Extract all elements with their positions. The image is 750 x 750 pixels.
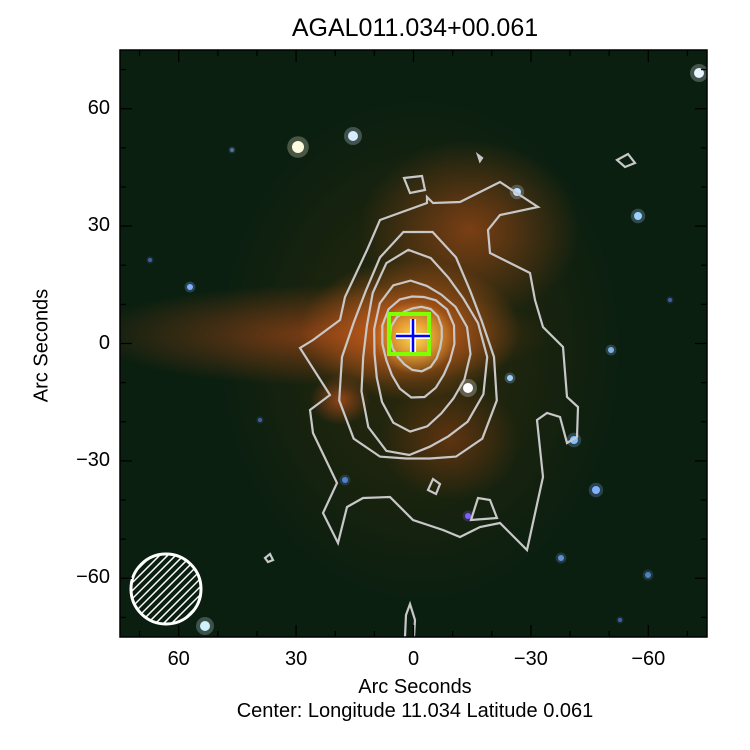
center-coordinates: Center: Longitude 11.034 Latitude 0.061 <box>236 700 594 722</box>
y-tick-label: −30 <box>76 448 110 471</box>
star <box>668 298 672 302</box>
contour-level-1 <box>298 180 580 553</box>
star <box>465 513 471 519</box>
hatch-line <box>147 554 201 624</box>
contour-island <box>402 174 427 195</box>
y-tick-label: 0 <box>98 331 110 354</box>
x-tick-label: −30 <box>513 648 548 670</box>
beam-circle <box>129 552 203 626</box>
star <box>558 555 564 561</box>
star <box>592 486 600 494</box>
hatch-line <box>163 554 201 624</box>
contour-level-5 <box>381 295 456 399</box>
chart-title: AGAL011.034+00.061 <box>291 14 539 42</box>
star <box>507 375 513 381</box>
contour-edge <box>403 600 417 638</box>
x-tick-label: 60 <box>167 648 190 670</box>
contour-level-4 <box>373 279 472 433</box>
contour-level-3 <box>360 248 489 457</box>
x-tick-label: −60 <box>631 648 666 670</box>
star <box>618 618 622 622</box>
contour-island <box>263 552 275 564</box>
cross-marker <box>396 319 430 352</box>
star <box>463 383 473 393</box>
x-tick-label: 0 <box>407 648 420 670</box>
hatch-line <box>171 554 201 624</box>
hatch-line <box>131 554 201 624</box>
star <box>148 258 152 262</box>
hatch-line <box>139 554 201 624</box>
star <box>230 148 234 152</box>
y-tick-label: −60 <box>76 566 110 589</box>
contour-island <box>426 477 442 496</box>
hatch-line <box>131 554 201 624</box>
star <box>608 347 614 353</box>
star <box>694 68 704 78</box>
star <box>292 141 304 153</box>
star <box>634 212 642 220</box>
y-tick-label: 30 <box>87 214 110 237</box>
contour-level-2 <box>338 230 498 460</box>
star <box>258 418 262 422</box>
star <box>187 284 193 290</box>
y-axis-label: Arc Seconds <box>30 288 53 403</box>
contour-island <box>475 152 484 164</box>
star <box>645 572 651 578</box>
star <box>348 131 358 141</box>
x-tick-label: 30 <box>284 648 308 670</box>
contour-island <box>469 496 499 522</box>
hatch-line <box>179 554 201 624</box>
hatch-line <box>131 554 185 624</box>
star <box>200 621 210 631</box>
x-axis-label: Arc Seconds <box>358 676 472 698</box>
contour-island <box>615 152 637 169</box>
star <box>342 477 348 483</box>
y-tick-label: 60 <box>87 96 110 119</box>
